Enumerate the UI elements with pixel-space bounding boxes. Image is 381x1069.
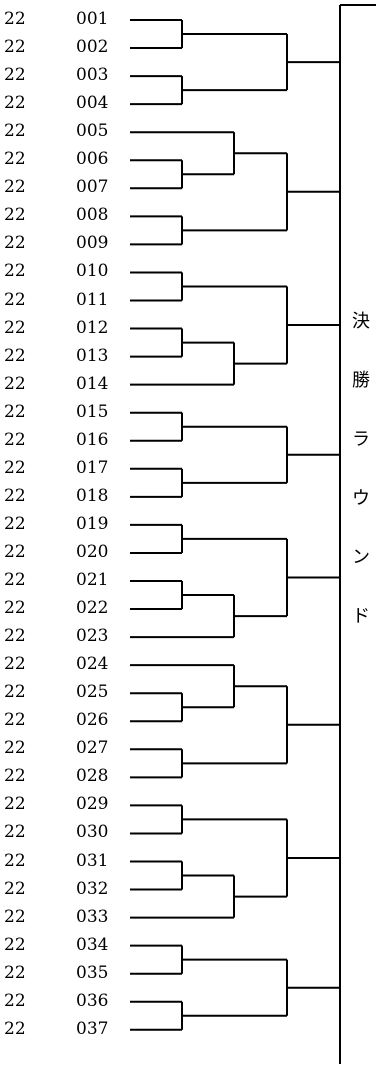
final-label-char: ド [352, 606, 370, 627]
entry-prefix: 22 [4, 177, 26, 198]
entry-number: 005 [76, 121, 109, 142]
entry-prefix: 22 [4, 738, 26, 759]
entry-prefix: 22 [4, 345, 26, 366]
entry-number: 007 [76, 177, 109, 198]
entry-number: 022 [76, 598, 109, 619]
entry-number: 018 [76, 485, 109, 506]
entry-prefix: 22 [4, 93, 26, 114]
entry-prefix: 22 [4, 429, 26, 450]
entry-number: 017 [76, 457, 109, 478]
entry-prefix: 22 [4, 682, 26, 703]
entry-number: 031 [76, 850, 109, 871]
final-label-char: 決 [352, 311, 370, 332]
entry-number: 034 [76, 934, 109, 955]
final-label-char: ラ [352, 429, 370, 450]
entry-number: 011 [76, 289, 109, 310]
entry-number: 002 [76, 37, 109, 58]
entry-prefix: 22 [4, 1018, 26, 1039]
entry-prefix: 22 [4, 766, 26, 787]
entry-prefix: 22 [4, 373, 26, 394]
entry-number: 006 [76, 149, 109, 170]
entry-number: 026 [76, 710, 109, 731]
entry-prefix: 22 [4, 121, 26, 142]
entry-number: 016 [76, 429, 109, 450]
final-label-char: ウ [352, 488, 370, 509]
entry-number: 033 [76, 906, 109, 927]
entry-prefix: 22 [4, 317, 26, 338]
entry-prefix: 22 [4, 541, 26, 562]
entry-prefix: 22 [4, 9, 26, 29]
entry-number: 028 [76, 766, 109, 787]
entry-number: 036 [76, 990, 109, 1011]
entry-number: 032 [76, 878, 109, 899]
entry-number: 021 [76, 570, 109, 590]
entry-number: 030 [76, 822, 109, 843]
entry-number: 025 [76, 682, 109, 703]
entry-number: 014 [76, 373, 109, 394]
entry-number: 009 [76, 233, 109, 254]
entry-prefix: 22 [4, 710, 26, 731]
entry-number: 013 [76, 345, 109, 366]
entry-number: 003 [76, 65, 109, 86]
entry-number: 008 [76, 205, 109, 226]
entry-prefix: 22 [4, 850, 26, 871]
entry-number: 029 [76, 794, 109, 815]
entry-number: 001 [76, 9, 109, 29]
entry-number: 019 [76, 513, 109, 534]
entry-prefix: 22 [4, 401, 26, 422]
entry-prefix: 22 [4, 990, 26, 1011]
entry-prefix: 22 [4, 261, 26, 282]
entry-prefix: 22 [4, 794, 26, 815]
final-label-char: ン [352, 547, 370, 568]
entry-prefix: 22 [4, 205, 26, 226]
entry-prefix: 22 [4, 37, 26, 58]
entry-number: 004 [76, 93, 109, 114]
entry-number: 012 [76, 317, 109, 338]
entry-prefix: 22 [4, 570, 26, 590]
entry-prefix: 22 [4, 457, 26, 478]
entry-prefix: 22 [4, 149, 26, 170]
entry-prefix: 22 [4, 878, 26, 899]
entry-number: 010 [76, 261, 109, 282]
entry-number: 035 [76, 962, 109, 983]
entry-number: 023 [76, 626, 109, 647]
entry-number: 015 [76, 401, 109, 422]
entry-prefix: 22 [4, 962, 26, 983]
entry-prefix: 22 [4, 822, 26, 843]
entry-prefix: 22 [4, 654, 26, 675]
entry-number: 027 [76, 738, 109, 759]
entry-prefix: 22 [4, 598, 26, 619]
entry-prefix: 22 [4, 934, 26, 955]
entry-prefix: 22 [4, 289, 26, 310]
entry-prefix: 22 [4, 65, 26, 86]
entry-number: 037 [76, 1018, 109, 1039]
final-label-char: 勝 [352, 370, 370, 391]
entry-prefix: 22 [4, 513, 26, 534]
entry-prefix: 22 [4, 626, 26, 647]
entry-prefix: 22 [4, 233, 26, 254]
entry-number: 020 [76, 541, 109, 562]
entry-prefix: 22 [4, 485, 26, 506]
entry-prefix: 22 [4, 906, 26, 927]
entry-number: 024 [76, 654, 109, 675]
